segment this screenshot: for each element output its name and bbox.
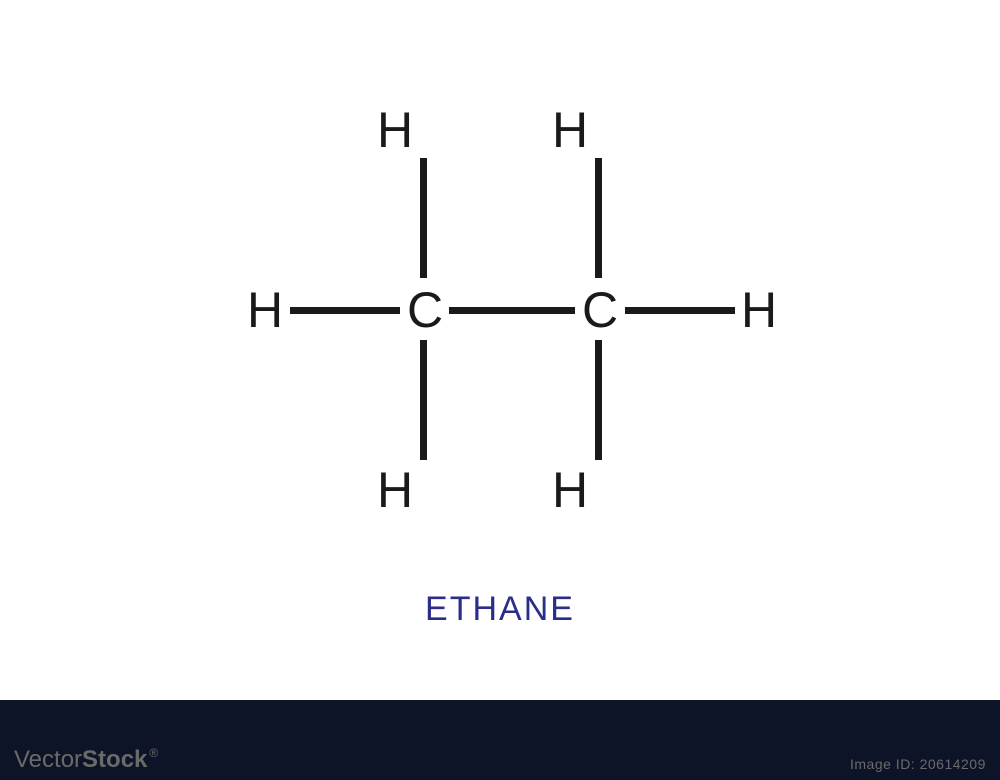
bond-c2-hbottom [595,340,602,460]
bond-c1-hbottom [420,340,427,460]
watermark-suffix: ® [149,746,158,760]
atom-hydrogen-top-right: H [552,105,588,155]
bond-hleft-c1 [290,307,400,314]
bond-c1-htop [420,158,427,278]
atom-hydrogen-left: H [247,285,283,335]
atom-carbon-1: C [407,285,443,335]
atom-hydrogen-top-left: H [377,105,413,155]
atom-hydrogen-right: H [741,285,777,335]
watermark-part2: Stock [82,746,147,774]
watermark-left: VectorStock® [14,746,156,774]
bond-c2-htop [595,158,602,278]
atom-hydrogen-bottom-left: H [377,465,413,515]
atom-carbon-2: C [582,285,618,335]
bond-c2-hright [625,307,735,314]
atom-hydrogen-bottom-right: H [552,465,588,515]
diagram-container: C C H H H H H H ETHANE VectorStock® Imag… [0,0,1000,780]
molecule-title: ETHANE [0,590,1000,629]
watermark-part1: Vector [14,746,82,774]
watermark-right: Image ID: 20614209 [850,756,986,772]
bond-c1-c2 [449,307,575,314]
